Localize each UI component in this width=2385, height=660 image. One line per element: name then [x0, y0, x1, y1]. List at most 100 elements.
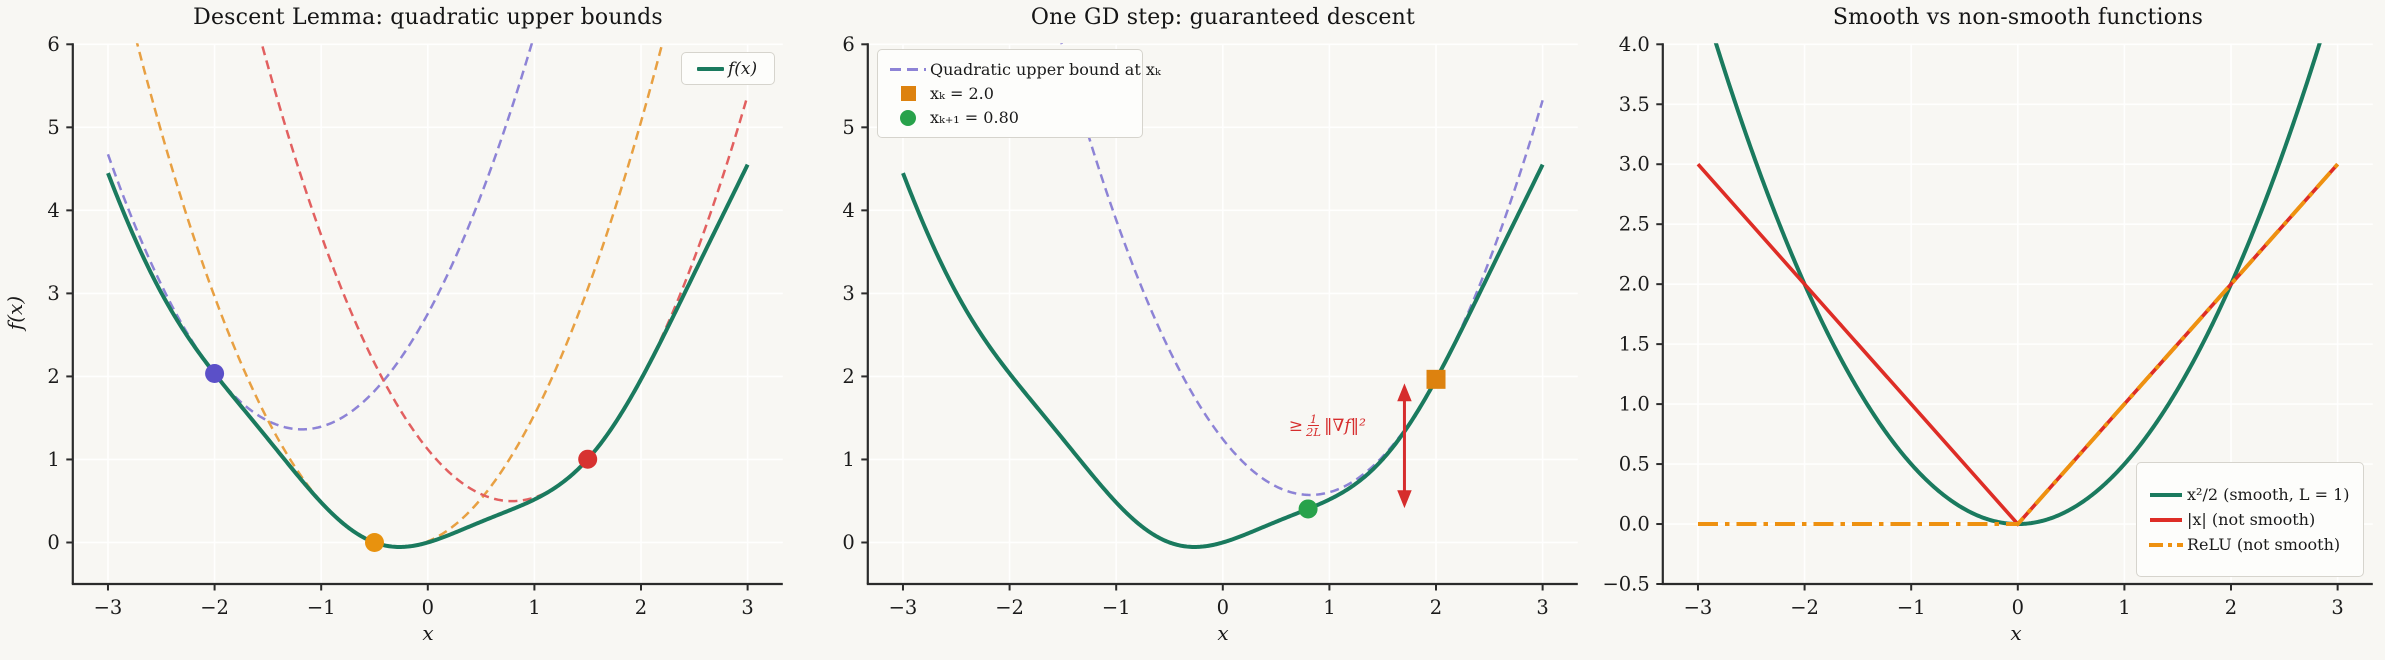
- tick-marks: [66, 43, 749, 591]
- x-tick-label: 1: [1323, 596, 1335, 619]
- y-tick-label: 1.5: [1619, 333, 1650, 356]
- x-axis-label-1: x: [422, 621, 434, 645]
- chart-title-descent-lemma: Descent Lemma: quadratic upper bounds: [193, 5, 663, 30]
- legend-label: f(x): [728, 58, 758, 79]
- tick-labels: −3 −2 −1 0 1 2 3 0 1 2 3 4 5 6: [47, 33, 753, 619]
- y-tick-label: 1: [47, 448, 59, 471]
- y-axis-label: f(x): [3, 295, 27, 331]
- legend-item-xk1: xₖ₊₁ = 0.80: [886, 108, 1134, 127]
- x-tick-label: 3: [2331, 596, 2343, 619]
- dashed-line-swatch: [890, 68, 926, 71]
- legend-item-xk: xₖ = 2.0: [886, 84, 1134, 103]
- y-tick-label: 6: [47, 33, 59, 56]
- y-tick-label: 5: [47, 116, 59, 139]
- fx-line-swatch: [696, 66, 724, 71]
- descent-gap-annotation: ≥ 1 2L ‖∇f‖²: [1289, 413, 1366, 438]
- x-axis-label-3: x: [2010, 621, 2022, 645]
- legend-item-abs: |x| (not smooth): [2145, 510, 2355, 529]
- legend-label: ReLU (not smooth): [2187, 535, 2341, 554]
- gradient-norm-text: ‖∇f‖²: [1324, 415, 1366, 436]
- y-tick-label: 4: [842, 199, 854, 222]
- markers: [205, 364, 598, 552]
- legend-label: Quadratic upper bound at xₖ: [930, 60, 1161, 79]
- x-tick-label: −2: [1790, 596, 1819, 619]
- chart-canvas-0: −3 −2 −1 0 1 2 3 0 1 2 3 4 5 6: [47, 33, 783, 619]
- x-tick-label: 3: [1536, 596, 1548, 619]
- y-tick-label: 4: [47, 199, 59, 222]
- y-tick-label: 1.0: [1619, 393, 1650, 416]
- legend-label: xₖ = 2.0: [930, 84, 994, 103]
- legend-label: |x| (not smooth): [2187, 510, 2316, 529]
- square-marker-swatch: [900, 86, 916, 101]
- legend-plot2: Quadratic upper bound at xₖ xₖ = 2.0 xₖ₊…: [877, 49, 1161, 138]
- y-tick-label: 4.0: [1619, 33, 1650, 56]
- x-tick-label: 3: [741, 596, 753, 619]
- y-tick-label: 6: [842, 33, 854, 56]
- y-tick-label: 1: [842, 448, 854, 471]
- legend-item-upper-bound: Quadratic upper bound at xₖ: [886, 60, 1161, 79]
- chart-title-gd-step: One GD step: guaranteed descent: [1030, 5, 1416, 30]
- y-tick-label: 2: [842, 365, 854, 388]
- y-tick-label: 0.5: [1619, 453, 1650, 476]
- y-tick-label: 2: [47, 365, 59, 388]
- x-tick-label: 0: [1217, 596, 1229, 619]
- fraction-1-over-2L: 1 2L: [1306, 412, 1322, 440]
- x-tick-label: −2: [200, 596, 229, 619]
- y-tick-label: 0: [47, 531, 59, 554]
- y-tick-label: 5: [842, 116, 854, 139]
- x-tick-label: −3: [889, 596, 918, 619]
- circle-marker: [364, 532, 384, 552]
- series-group: [1696, 43, 2340, 527]
- circle-marker-swatch: [900, 109, 916, 126]
- y-tick-label: 3: [842, 282, 854, 305]
- y-tick-label: 3: [47, 282, 59, 305]
- tick-labels: −3 −2 −1 0 1 2 3 −0.5 0.0 0.5 1.0 1.5 2.0 2.5 3.0 3.5 4.…: [1602, 33, 2343, 619]
- circle-marker: [1298, 499, 1318, 519]
- x-tick-label: 1: [2118, 596, 2130, 619]
- x-tick-label: −1: [1102, 596, 1131, 619]
- x-tick-label: −1: [307, 596, 336, 619]
- markers: [1298, 369, 1446, 519]
- x-tick-label: −3: [94, 596, 123, 619]
- x-tick-label: 2: [635, 596, 647, 619]
- x-tick-label: 1: [528, 596, 540, 619]
- tick-marks: [1656, 43, 2339, 591]
- curve-relu: [1697, 162, 2340, 527]
- curve-quadratic-upper-bound-at-xk: [1060, 43, 1544, 497]
- chart-title-smooth: Smooth vs non-smooth functions: [1832, 5, 2204, 30]
- y-tick-label: 3.0: [1619, 153, 1650, 176]
- y-tick-label: −0.5: [1602, 573, 1649, 596]
- legend-label: x²/2 (smooth, L = 1): [2187, 485, 2350, 504]
- y-tick-label: 2.5: [1619, 213, 1650, 236]
- circle-marker: [578, 449, 598, 469]
- legend-item-fx: f(x): [692, 59, 764, 79]
- x-tick-label: −1: [1897, 596, 1926, 619]
- legend-label: xₖ₊₁ = 0.80: [930, 108, 1019, 127]
- y-tick-label: 0: [842, 531, 854, 554]
- tick-marks: [861, 43, 1544, 591]
- square-marker: [1426, 369, 1446, 389]
- x-tick-label: −2: [995, 596, 1024, 619]
- dashdot-line-swatch: [2149, 542, 2183, 547]
- chart-canvas-2: −3 −2 −1 0 1 2 3 −0.5 0.0 0.5 1.0 1.5 2.0 2.5 3.0 3.5 4.…: [1602, 33, 2373, 619]
- x-tick-label: 2: [2225, 596, 2237, 619]
- legend-item-halfsquare: x²/2 (smooth, L = 1): [2145, 485, 2355, 504]
- x-axis-label-2: x: [1217, 621, 1229, 645]
- x-tick-label: 0: [422, 596, 434, 619]
- teal-line-swatch: [2150, 492, 2182, 497]
- red-line-swatch: [2150, 517, 2182, 522]
- chart-canvas-1: −3 −2 −1 0 1 2 3 0 1 2 3 4 5 6: [842, 33, 1578, 619]
- descent-gap-arrow: [1397, 383, 1412, 509]
- legend-plot3: x²/2 (smooth, L = 1) |x| (not smooth) Re…: [2136, 462, 2364, 577]
- y-tick-label: 3.5: [1619, 93, 1650, 116]
- legend-plot1: f(x): [681, 52, 775, 85]
- y-tick-label: 0.0: [1619, 513, 1650, 536]
- x-tick-label: 2: [1430, 596, 1442, 619]
- y-tick-label: 2.0: [1619, 273, 1650, 296]
- gridlines: [72, 43, 783, 584]
- tick-labels: −3 −2 −1 0 1 2 3 0 1 2 3 4 5 6: [842, 33, 1548, 619]
- circle-marker: [205, 364, 225, 384]
- geq-sign: ≥: [1288, 415, 1304, 436]
- x-tick-label: −3: [1684, 596, 1713, 619]
